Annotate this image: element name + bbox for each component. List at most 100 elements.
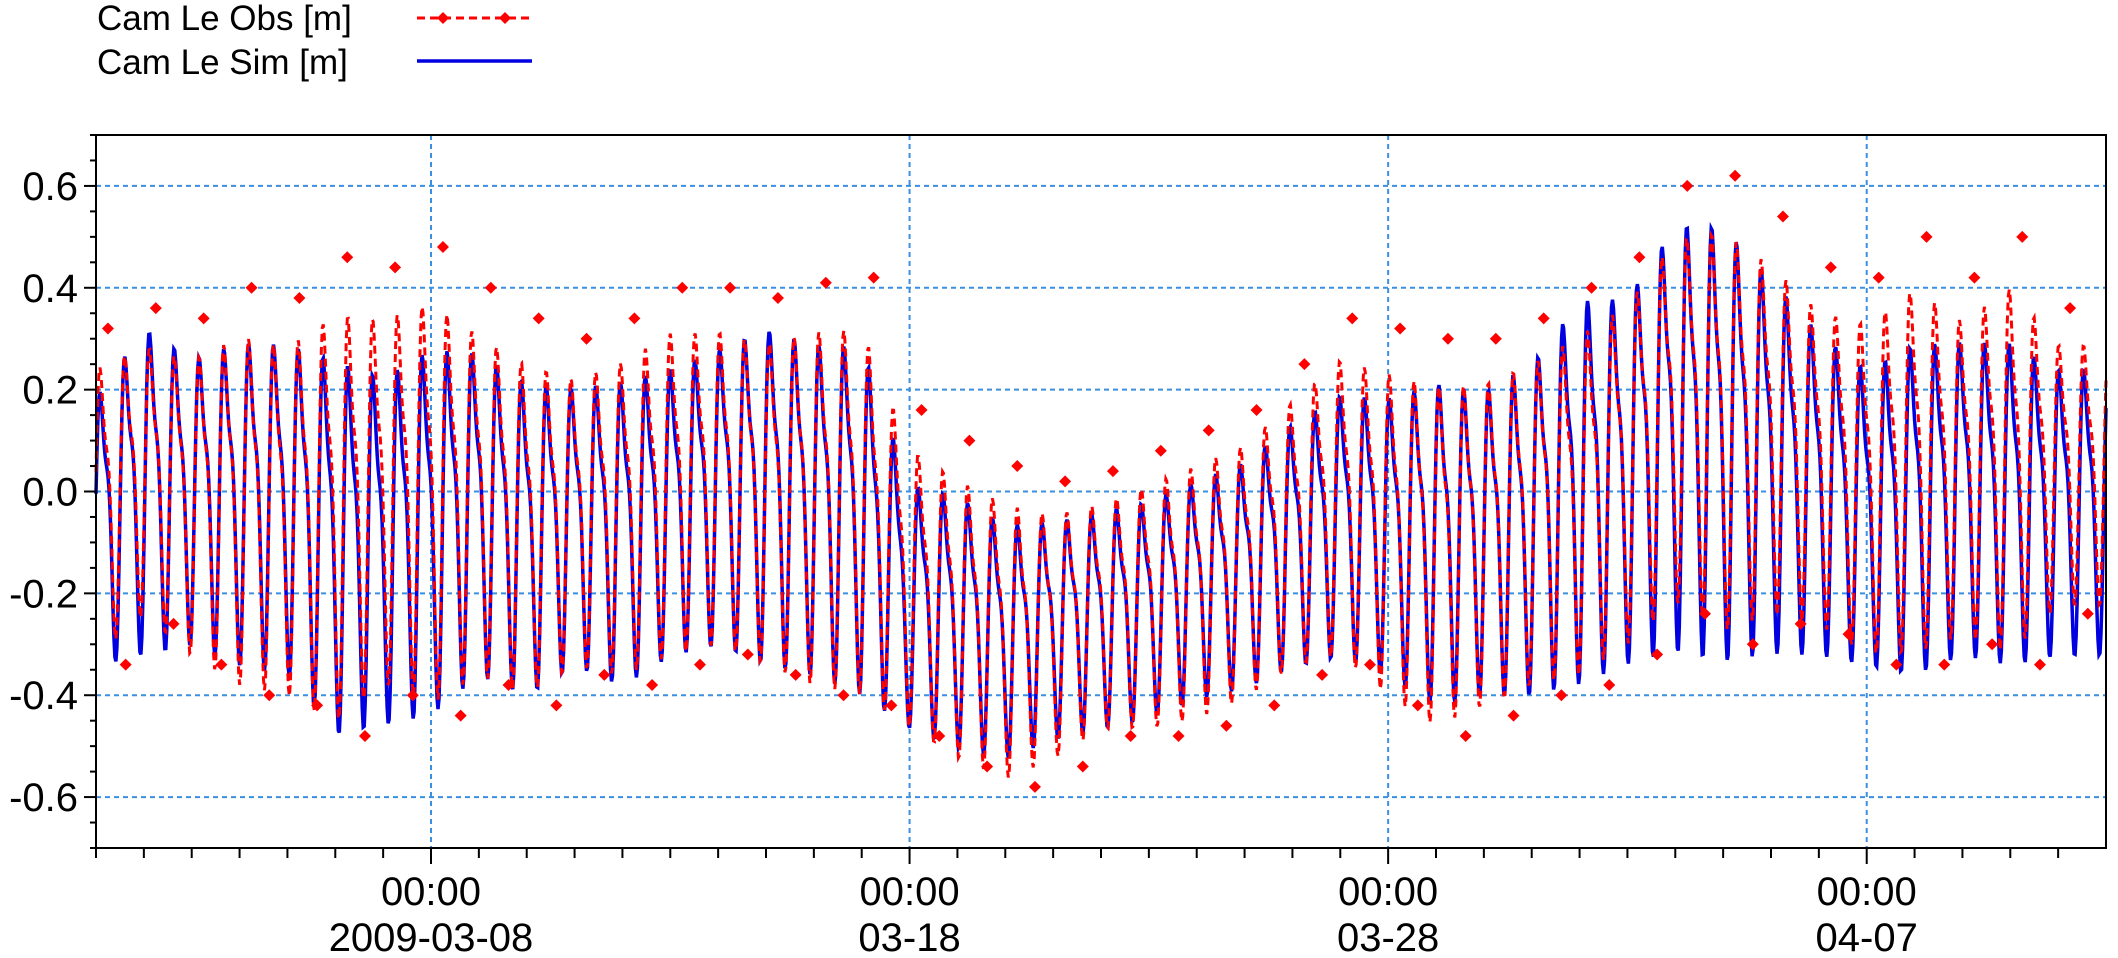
obs-marker-low-26 <box>1363 658 1376 671</box>
obs-marker-high-11 <box>628 312 641 325</box>
obs-marker-low-8 <box>502 679 515 692</box>
obs-marker-low-36 <box>1842 628 1855 641</box>
obs-marker-high-12 <box>676 281 689 294</box>
obs-marker-low-16 <box>885 699 898 712</box>
obs-marker-high-8 <box>484 281 497 294</box>
obs-marker-low-28 <box>1459 729 1472 742</box>
obs-marker-low-11 <box>646 679 659 692</box>
obs-marker-high-33 <box>1681 179 1694 192</box>
obs-marker-low-12 <box>693 658 706 671</box>
obs-marker-low-3 <box>263 689 276 702</box>
x-tick-date-label-2: 03-28 <box>1337 916 1439 958</box>
obs-marker-low-5 <box>358 729 371 742</box>
x-tick-date-label-1: 03-18 <box>858 916 960 958</box>
obs-marker-low-0 <box>119 658 132 671</box>
obs-marker-low-7 <box>454 709 467 722</box>
obs-marker-high-38 <box>1920 230 1933 243</box>
legend-swatch-obs-marker <box>499 12 511 24</box>
obs-marker-low-20 <box>1076 760 1089 773</box>
obs-marker-low-35 <box>1794 617 1807 630</box>
obs-marker-high-0 <box>101 322 114 335</box>
obs-marker-high-23 <box>1202 424 1215 437</box>
obs-marker-high-25 <box>1298 358 1311 371</box>
obs-marker-low-21 <box>1124 729 1137 742</box>
obs-marker-high-14 <box>771 291 784 304</box>
obs-marker-high-28 <box>1441 332 1454 345</box>
obs-marker-high-37 <box>1872 271 1885 284</box>
obs-marker-low-10 <box>598 668 611 681</box>
x-tick-date-label-3: 04-07 <box>1816 916 1918 958</box>
obs-marker-low-22 <box>1172 729 1185 742</box>
obs-marker-high-41 <box>2064 302 2077 315</box>
obs-marker-high-18 <box>963 434 976 447</box>
obs-marker-high-7 <box>436 241 449 254</box>
obs-marker-low-41 <box>2081 607 2094 620</box>
obs-marker-high-19 <box>1011 460 1024 473</box>
obs-marker-high-31 <box>1585 281 1598 294</box>
legend-item-sim: Cam Le Sim [m] <box>97 43 532 82</box>
obs-marker-high-27 <box>1394 322 1407 335</box>
obs-marker-low-2 <box>215 658 228 671</box>
obs-marker-low-25 <box>1316 668 1329 681</box>
obs-marker-high-22 <box>1154 444 1167 457</box>
legend-item-obs: Cam Le Obs [m] <box>97 0 532 38</box>
series-line-sim <box>94 221 2108 759</box>
obs-marker-high-32 <box>1633 251 1646 264</box>
legend: Cam Le Obs [m] Cam Le Sim [m] <box>97 0 532 82</box>
obs-marker-high-10 <box>580 332 593 345</box>
legend-label-sim: Cam Le Sim [m] <box>97 43 348 82</box>
x-tick-time-label-3: 00:00 <box>1817 870 1917 914</box>
obs-marker-low-1 <box>167 617 180 630</box>
x-tick-time-label-2: 00:00 <box>1338 870 1438 914</box>
y-tick-label-4: -0.2 <box>9 572 78 616</box>
obs-marker-low-27 <box>1411 699 1424 712</box>
obs-marker-high-39 <box>1968 271 1981 284</box>
obs-marker-high-5 <box>341 251 354 264</box>
y-tick-label-1: 0.4 <box>22 267 78 311</box>
y-tick-label-6: -0.6 <box>9 776 78 820</box>
x-tick-time-label-0: 00:00 <box>381 870 481 914</box>
obs-marker-high-16 <box>867 271 880 284</box>
obs-marker-high-40 <box>2016 230 2029 243</box>
series-line-obs <box>94 230 2108 778</box>
x-tick-time-label-1: 00:00 <box>860 870 960 914</box>
y-axis: 0.6 0.4 0.2 0.0 -0.2 -0.4 -0.6 <box>9 134 96 849</box>
obs-marker-high-21 <box>1106 465 1119 478</box>
obs-marker-high-3 <box>245 281 258 294</box>
obs-marker-high-34 <box>1729 169 1742 182</box>
obs-marker-high-2 <box>197 312 210 325</box>
legend-label-obs: Cam Le Obs [m] <box>97 0 352 38</box>
obs-marker-low-23 <box>1220 719 1233 732</box>
legend-swatch-obs-marker <box>437 12 449 24</box>
y-tick-label-5: -0.4 <box>9 674 78 718</box>
obs-marker-low-4 <box>311 699 324 712</box>
obs-marker-high-17 <box>915 404 928 417</box>
obs-marker-high-36 <box>1824 261 1837 274</box>
series-layer <box>94 169 2108 793</box>
obs-marker-high-15 <box>819 276 832 289</box>
obs-marker-high-35 <box>1776 210 1789 223</box>
obs-marker-low-32 <box>1651 648 1664 661</box>
obs-marker-high-4 <box>293 291 306 304</box>
obs-marker-high-13 <box>724 281 737 294</box>
obs-marker-low-13 <box>741 648 754 661</box>
obs-marker-low-17 <box>933 729 946 742</box>
obs-marker-high-20 <box>1059 475 1072 488</box>
y-tick-label-2: 0.2 <box>22 369 78 413</box>
x-tick-date-label-0: 2009-03-08 <box>329 916 534 958</box>
obs-marker-low-9 <box>550 699 563 712</box>
obs-marker-low-38 <box>1938 658 1951 671</box>
obs-marker-low-6 <box>406 689 419 702</box>
obs-marker-low-18 <box>981 760 994 773</box>
obs-marker-low-29 <box>1507 709 1520 722</box>
x-axis: 00:002009-03-0800:0003-1800:0003-2800:00… <box>95 848 2060 958</box>
obs-marker-high-26 <box>1346 312 1359 325</box>
obs-marker-low-15 <box>837 689 850 702</box>
obs-marker-high-29 <box>1489 332 1502 345</box>
obs-marker-low-14 <box>789 668 802 681</box>
obs-marker-low-19 <box>1028 780 1041 793</box>
y-tick-label-0: 0.6 <box>22 165 78 209</box>
obs-marker-high-1 <box>149 302 162 315</box>
obs-marker-low-24 <box>1268 699 1281 712</box>
